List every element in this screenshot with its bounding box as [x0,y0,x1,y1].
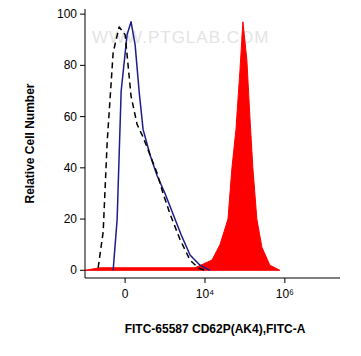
y-tick [80,65,85,66]
plot-area [85,22,280,271]
x-tick-label: 10⁴ [196,287,215,301]
y-tick [80,270,85,271]
y-tick-label: 100 [57,7,77,21]
y-tick [80,219,85,220]
area [85,22,280,271]
x-axis-label: FITC-65587 CD62P(AK4),FITC-A [125,322,306,336]
y-tick-label: 80 [64,58,78,72]
x-tick [284,278,285,283]
x-axis [85,278,340,279]
y-tick [80,167,85,168]
chart: WWW.PTGLAB.COM020406080100010⁴10⁶FITC-65… [0,0,361,356]
y-tick-label: 20 [64,212,78,226]
y-axis-label: Relative Cell Number [23,83,37,203]
line [113,22,210,271]
y-tick [80,116,85,117]
x-tick-label: 10⁶ [276,287,294,301]
y-tick-label: 40 [64,161,78,175]
y-axis [85,9,86,278]
x-tick [125,278,126,283]
line [98,27,205,270]
y-tick-label: 0 [70,263,77,277]
y-tick-label: 60 [64,110,78,124]
x-tick [204,278,205,283]
y-tick [80,14,85,15]
x-tick-label: 0 [122,287,129,301]
